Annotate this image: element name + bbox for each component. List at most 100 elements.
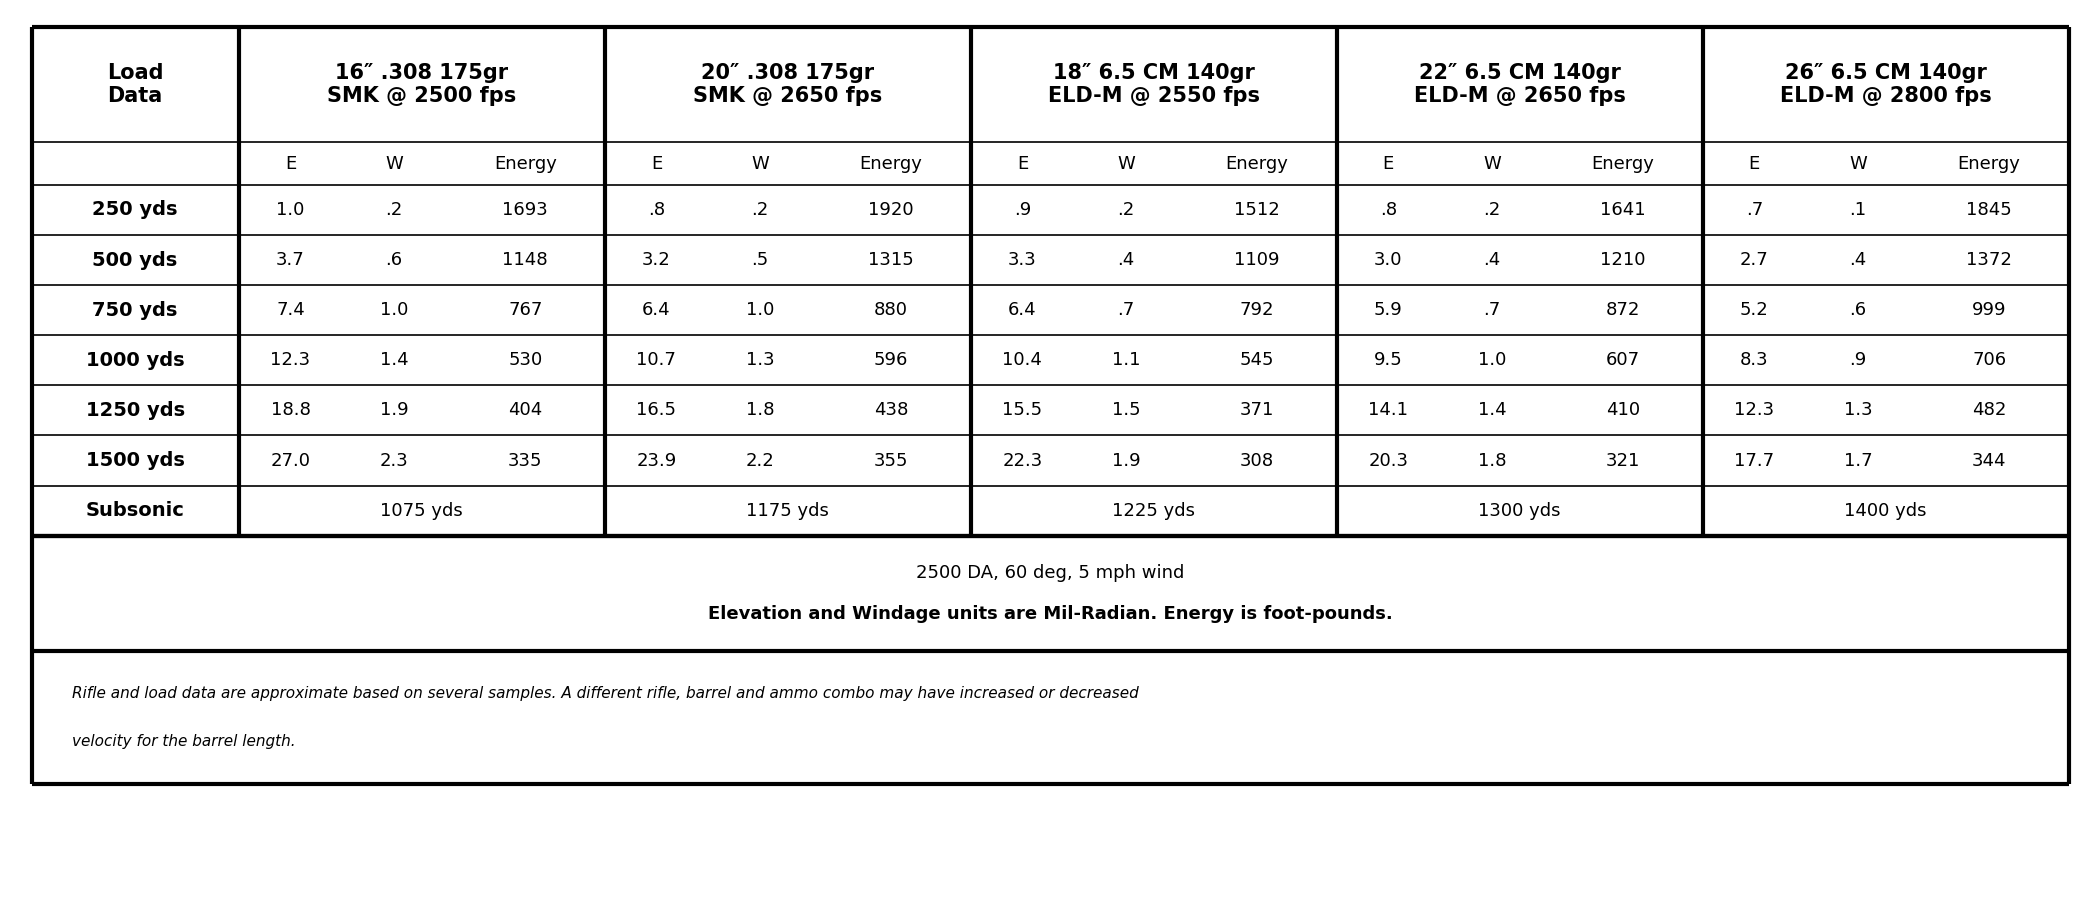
Bar [1075,235,1178,285]
Bar [32,486,239,536]
Bar [1441,184,1544,235]
Text: 1109: 1109 [1235,251,1279,269]
Bar [1544,184,1703,235]
Bar [1806,335,1909,385]
Text: .7: .7 [1745,201,1762,219]
Bar [445,235,605,285]
Text: 6.4: 6.4 [643,302,670,319]
Bar [1703,335,1806,385]
Bar [239,486,605,536]
Text: 1.0: 1.0 [1478,351,1506,369]
Text: 12.3: 12.3 [1735,401,1774,419]
Bar [605,184,708,235]
Text: 7.4: 7.4 [275,302,304,319]
Text: 1500 yds: 1500 yds [86,451,185,470]
Text: 1.5: 1.5 [1111,401,1140,419]
Text: 482: 482 [1972,401,2006,419]
Text: .5: .5 [752,251,769,269]
Bar [708,335,813,385]
Text: 1210: 1210 [1600,251,1646,269]
Text: 1.3: 1.3 [1844,401,1873,419]
Text: Energy: Energy [1226,155,1289,173]
Text: 14.1: 14.1 [1369,401,1409,419]
Text: Energy: Energy [1957,155,2020,173]
Bar [32,536,2068,651]
Text: E: E [1749,155,1760,173]
Bar [445,385,605,436]
Text: 2.7: 2.7 [1741,251,1768,269]
Bar [605,235,708,285]
Text: Energy: Energy [859,155,922,173]
Text: 10.7: 10.7 [636,351,676,369]
Text: 1148: 1148 [502,251,548,269]
Bar [239,335,342,385]
Text: Load
Data: Load Data [107,63,164,106]
Bar [1806,235,1909,285]
Text: 404: 404 [508,401,542,419]
Text: 20.3: 20.3 [1369,452,1409,470]
Text: 1175 yds: 1175 yds [746,501,830,519]
Bar [1441,285,1544,335]
Bar [1544,235,1703,285]
Bar [239,184,342,235]
Bar [1703,285,1806,335]
Text: 1512: 1512 [1235,201,1281,219]
Text: 371: 371 [1239,401,1275,419]
Bar [813,335,970,385]
Bar [239,27,605,142]
Text: .8: .8 [1380,201,1396,219]
Bar [1336,385,1441,436]
Bar [239,285,342,335]
Bar [970,27,1336,142]
Bar [1909,436,2068,486]
Text: .8: .8 [647,201,666,219]
Bar [605,486,970,536]
Text: 1845: 1845 [1966,201,2012,219]
Text: 1.0: 1.0 [746,302,775,319]
Bar [1544,385,1703,436]
Bar [342,285,445,335]
Bar [1544,142,1703,184]
Text: W: W [1483,155,1502,173]
Bar [1178,184,1336,235]
Text: Energy: Energy [494,155,556,173]
Text: 22″ 6.5 CM 140gr
ELD-M @ 2650 fps: 22″ 6.5 CM 140gr ELD-M @ 2650 fps [1413,63,1625,106]
Text: 767: 767 [508,302,542,319]
Text: .4: .4 [1117,251,1134,269]
Text: Subsonic: Subsonic [86,501,185,520]
Bar [1075,184,1178,235]
Text: 17.7: 17.7 [1735,452,1774,470]
Text: 3.7: 3.7 [275,251,304,269]
Bar [1336,285,1441,335]
Text: 706: 706 [1972,351,2006,369]
Bar [1075,142,1178,184]
Text: 308: 308 [1241,452,1275,470]
Bar [1178,335,1336,385]
Bar [813,385,970,436]
Bar [1336,335,1441,385]
Bar [813,436,970,486]
Bar [708,142,813,184]
Text: 1300 yds: 1300 yds [1478,501,1560,519]
Bar [1909,335,2068,385]
Bar [239,385,342,436]
Text: 1250 yds: 1250 yds [86,400,185,420]
Bar [32,285,239,335]
Text: .4: .4 [1483,251,1502,269]
Bar [32,385,239,436]
Text: E: E [1382,155,1394,173]
Text: 2500 DA, 60 deg, 5 mph wind: 2500 DA, 60 deg, 5 mph wind [916,563,1184,581]
Text: 596: 596 [874,351,909,369]
Bar [813,285,970,335]
Bar [1544,436,1703,486]
Text: 872: 872 [1606,302,1640,319]
Text: 335: 335 [508,452,542,470]
Text: velocity for the barrel length.: velocity for the barrel length. [71,734,296,749]
Bar [605,27,970,142]
Text: W: W [1848,155,1867,173]
Text: .2: .2 [1483,201,1502,219]
Bar [1441,142,1544,184]
Text: 5.2: 5.2 [1741,302,1768,319]
Text: 1372: 1372 [1966,251,2012,269]
Bar [445,142,605,184]
